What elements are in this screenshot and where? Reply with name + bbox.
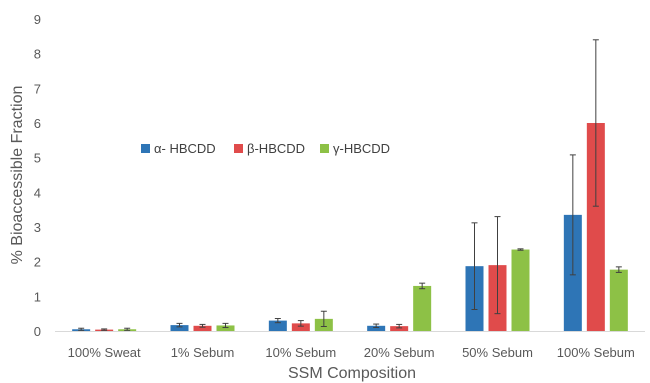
error-bar-1-3	[274, 318, 281, 324]
error-bar-2-1	[101, 328, 108, 331]
legend-label: γ-HBCDD	[333, 141, 390, 156]
error-bar-1-5	[471, 222, 478, 311]
error-bar-3-6	[615, 266, 622, 273]
legend-item-3: γ-HBCDD	[320, 141, 390, 156]
x-axis-title: SSM Composition	[288, 365, 416, 382]
bar-2-3	[291, 323, 310, 331]
legend-swatch	[234, 144, 243, 153]
bar-3-5	[511, 249, 530, 331]
chart-error-bars	[78, 39, 622, 331]
y-tick-label: 5	[34, 151, 41, 166]
y-tick-label: 3	[34, 220, 41, 235]
error-bar-2-3	[297, 320, 304, 327]
legend-item-2: β-HBCDD	[234, 141, 305, 156]
chart-bars	[72, 123, 628, 331]
bar-1-3	[268, 320, 287, 331]
x-axis-ticks: 100% Sweat 1% Sebum 10% Sebum 20% Sebum 50% …	[68, 345, 635, 360]
bar-1-4	[367, 325, 386, 331]
bar-2-4	[390, 326, 409, 331]
y-axis-ticks: 0 1 2 3 4 5 6 7 8 9	[34, 12, 41, 339]
error-bar-3-2	[222, 322, 229, 329]
legend-swatch	[320, 144, 329, 153]
error-bar-3-1	[124, 327, 131, 331]
legend-swatch	[141, 144, 150, 153]
bar-3-4	[413, 285, 432, 331]
y-tick-label: 7	[34, 81, 41, 96]
x-tick-label: 1% Sebum	[171, 345, 235, 360]
error-bar-3-5	[517, 248, 524, 251]
y-axis-title: % Bioaccessible Fraction	[9, 86, 26, 265]
error-bar-1-2	[176, 322, 183, 328]
y-tick-label: 9	[34, 12, 41, 27]
y-tick-label: 0	[34, 324, 41, 339]
error-bar-1-1	[78, 327, 85, 331]
bar-2-6	[586, 123, 605, 331]
bar-3-6	[609, 269, 628, 331]
bar-2-2	[193, 325, 212, 331]
y-tick-label: 1	[34, 289, 41, 304]
error-bar-2-6	[592, 39, 599, 207]
error-bar-1-6	[569, 154, 576, 276]
error-bar-3-4	[419, 282, 426, 290]
legend-label: β-HBCDD	[247, 141, 305, 156]
error-bar-2-2	[199, 323, 206, 328]
error-bar-2-4	[396, 323, 403, 329]
y-tick-label: 4	[34, 185, 41, 200]
bar-1-2	[170, 325, 189, 331]
y-tick-label: 2	[34, 255, 41, 270]
legend-label: α- HBCDD	[154, 141, 216, 156]
y-tick-label: 8	[34, 47, 41, 62]
error-bar-2-5	[494, 216, 501, 315]
x-tick-label: 20% Sebum	[364, 345, 435, 360]
x-tick-label: 100% Sebum	[557, 345, 635, 360]
legend-item-1: α- HBCDD	[141, 141, 216, 156]
x-tick-label: 100% Sweat	[68, 345, 141, 360]
x-tick-label: 10% Sebum	[265, 345, 336, 360]
error-bar-1-4	[373, 323, 380, 329]
x-tick-label: 50% Sebum	[462, 345, 533, 360]
bar-3-2	[216, 325, 235, 331]
legend: α- HBCDD β-HBCDD γ-HBCDD	[141, 141, 390, 156]
y-tick-label: 6	[34, 116, 41, 131]
error-bar-3-3	[320, 310, 327, 327]
